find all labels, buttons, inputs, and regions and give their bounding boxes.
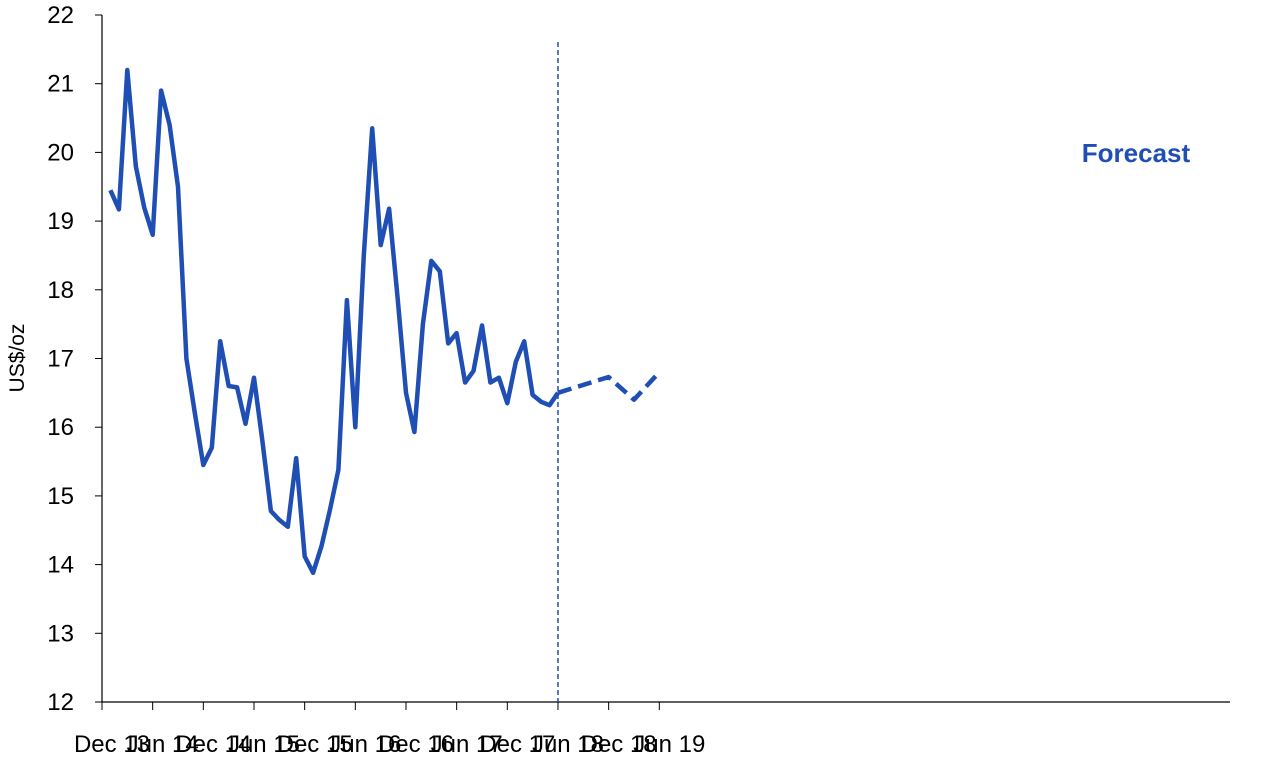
y-axis-title: US$/oz: [6, 324, 29, 393]
x-tick-label: Dec 15: [277, 731, 353, 758]
x-tick-label: Dec 13: [74, 731, 150, 758]
y-tick-label: 13: [47, 620, 74, 647]
x-tick-label: Dec 18: [581, 731, 657, 758]
y-tick-label: 14: [47, 552, 74, 579]
y-tick-label: 22: [47, 2, 74, 29]
x-tick-label: Jun 19: [633, 731, 705, 758]
forecast-series-line: [557, 370, 661, 402]
x-tick-label: Dec 16: [378, 731, 454, 758]
y-tick-label: 20: [47, 139, 74, 166]
y-tick-label: 16: [47, 414, 74, 441]
y-tick-label: 18: [47, 277, 74, 304]
x-tick-label: Jun 18: [532, 731, 604, 758]
x-tick-label: Dec 17: [479, 731, 555, 758]
x-tick-label: Jun 14: [127, 731, 199, 758]
actual-series-line: [108, 67, 560, 576]
x-tick-label: Dec 14: [175, 731, 251, 758]
y-tick-label: 12: [47, 689, 74, 716]
y-tick-label: 17: [47, 346, 74, 373]
y-tick-labels: 12 13 14 15 16 17 18 19 20 21 22: [47, 2, 74, 716]
x-tick-label: Jun 17: [431, 731, 503, 758]
tick-marks: [95, 14, 660, 710]
y-tick-label: 15: [47, 483, 74, 510]
y-tick-label: 21: [47, 71, 74, 98]
series-lines: [108, 67, 661, 576]
forecast-label: Forecast: [1082, 138, 1191, 168]
axes: [101, 15, 1230, 703]
y-tick-label: 19: [47, 208, 74, 235]
x-tick-label: Jun 16: [329, 731, 401, 758]
x-tick-label: Jun 15: [228, 731, 300, 758]
